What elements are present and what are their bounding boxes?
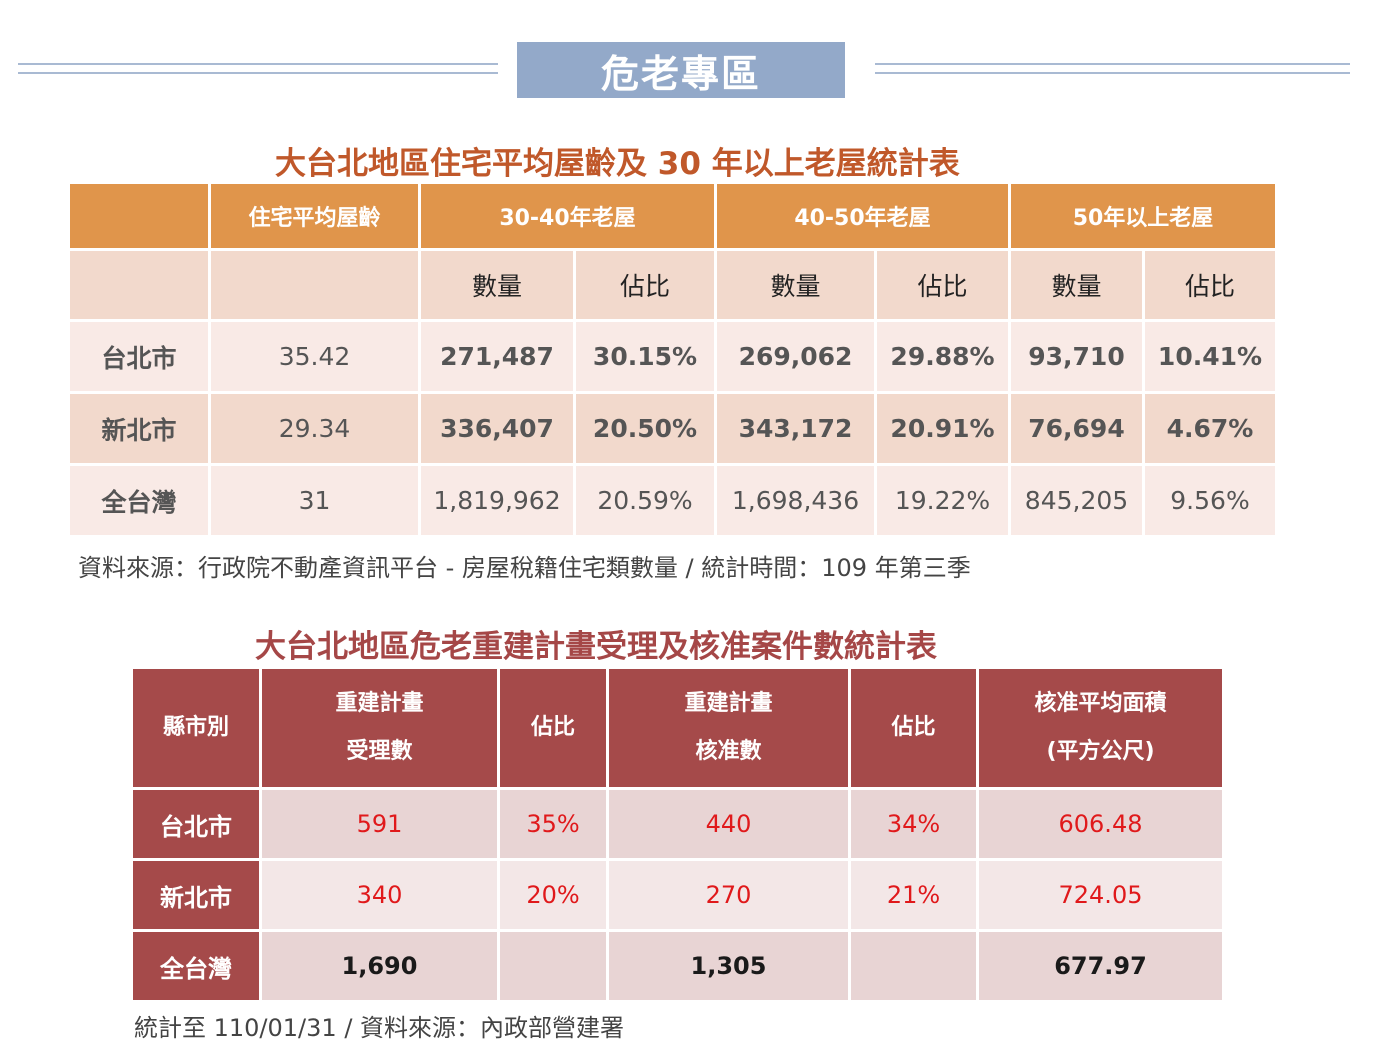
cell-accept: 591 xyxy=(259,787,500,861)
row-label: 台北市 xyxy=(67,319,211,394)
header-accept-line2: 受理數 xyxy=(346,739,413,764)
header-approve-line1: 重建計畫 xyxy=(684,691,773,716)
header-empty xyxy=(67,181,211,251)
cell-count: 271,487 xyxy=(418,319,576,394)
cell-ratio-accept: 20% xyxy=(497,858,609,932)
cell-ratio-approve xyxy=(848,929,979,1003)
cell-approve: 440 xyxy=(606,787,851,861)
cell-ratio-accept: 35% xyxy=(497,787,609,861)
subheader-count: 數量 xyxy=(1008,248,1145,322)
banner-rule-right xyxy=(875,63,1350,74)
subheader-ratio: 佔比 xyxy=(1142,248,1278,322)
row-label: 全台灣 xyxy=(130,929,262,1003)
cell-ratio: 30.15% xyxy=(573,319,717,394)
header-area-line2: (平方公尺) xyxy=(1046,739,1155,764)
cell-ratio: 4.67% xyxy=(1142,391,1278,466)
header-avg-age: 住宅平均屋齡 xyxy=(208,181,421,251)
cell-count: 76,694 xyxy=(1008,391,1145,466)
subheader-ratio: 佔比 xyxy=(573,248,717,322)
subheader-ratio: 佔比 xyxy=(874,248,1011,322)
banner-rule-left xyxy=(18,63,498,74)
table-row: 台北市 35.42 271,487 30.15% 269,062 29.88% … xyxy=(67,319,1278,394)
header-area-line1: 核准平均面積 xyxy=(1034,691,1167,716)
header-ratio-accept: 佔比 xyxy=(497,666,609,790)
cell-accept: 340 xyxy=(259,858,500,932)
table2-title: 大台北地區危老重建計畫受理及核准案件數統計表 xyxy=(255,629,937,665)
cell-count: 336,407 xyxy=(418,391,576,466)
header-approve-line2: 核准數 xyxy=(695,739,762,764)
subheader-count: 數量 xyxy=(418,248,576,322)
cell-ratio-approve: 21% xyxy=(848,858,979,932)
header-30-40: 30-40年老屋 xyxy=(418,181,717,251)
header-accept-line1: 重建計畫 xyxy=(335,691,424,716)
row-label: 全台灣 xyxy=(67,463,211,538)
table1-title: 大台北地區住宅平均屋齡及 30 年以上老屋統計表 xyxy=(275,146,960,182)
cell-avg-age: 29.34 xyxy=(208,391,421,466)
cell-avg-age: 35.42 xyxy=(208,319,421,394)
header-accept: 重建計畫 受理數 xyxy=(259,666,500,790)
cell-ratio: 29.88% xyxy=(874,319,1011,394)
row-label: 新北市 xyxy=(130,858,262,932)
subheader-count: 數量 xyxy=(714,248,877,322)
table2-header-row: 縣市別 重建計畫 受理數 佔比 重建計畫 核准數 佔比 核准平均面積 (平方公尺… xyxy=(130,666,1225,790)
cell-count: 1,698,436 xyxy=(714,463,877,538)
header-approve: 重建計畫 核准數 xyxy=(606,666,851,790)
cell-ratio: 9.56% xyxy=(1142,463,1278,538)
cell-ratio: 20.50% xyxy=(573,391,717,466)
table-row: 新北市 29.34 336,407 20.50% 343,172 20.91% … xyxy=(67,391,1278,466)
table-row: 台北市 591 35% 440 34% 606.48 xyxy=(130,787,1225,861)
subheader-empty xyxy=(67,248,211,322)
cell-ratio: 20.59% xyxy=(573,463,717,538)
header-area: 核准平均面積 (平方公尺) xyxy=(976,666,1225,790)
cell-approve: 270 xyxy=(606,858,851,932)
cell-ratio-approve: 34% xyxy=(848,787,979,861)
cell-ratio-accept xyxy=(497,929,609,1003)
table1-subheader-row: 數量 佔比 數量 佔比 數量 佔比 xyxy=(67,248,1278,322)
row-label: 新北市 xyxy=(67,391,211,466)
cell-count: 93,710 xyxy=(1008,319,1145,394)
header-ratio-approve: 佔比 xyxy=(848,666,979,790)
header-40-50: 40-50年老屋 xyxy=(714,181,1011,251)
table1-source-note: 資料來源：行政院不動產資訊平台 - 房屋稅籍住宅類數量 / 統計時間：109 年… xyxy=(78,554,971,582)
cell-area: 606.48 xyxy=(976,787,1225,861)
table-row: 全台灣 31 1,819,962 20.59% 1,698,436 19.22%… xyxy=(67,463,1278,538)
cell-ratio: 20.91% xyxy=(874,391,1011,466)
subheader-empty xyxy=(208,248,421,322)
section-banner: 危老專區 xyxy=(517,42,845,98)
row-label: 台北市 xyxy=(130,787,262,861)
cell-ratio: 19.22% xyxy=(874,463,1011,538)
cell-count: 269,062 xyxy=(714,319,877,394)
cell-approve: 1,305 xyxy=(606,929,851,1003)
table1-header-row: 住宅平均屋齡 30-40年老屋 40-50年老屋 50年以上老屋 xyxy=(67,181,1278,251)
cell-count: 343,172 xyxy=(714,391,877,466)
rebuild-cases-table: 縣市別 重建計畫 受理數 佔比 重建計畫 核准數 佔比 核准平均面積 (平方公尺… xyxy=(130,666,1225,1003)
cell-avg-age: 31 xyxy=(208,463,421,538)
header-county: 縣市別 xyxy=(130,666,262,790)
table-row: 全台灣 1,690 1,305 677.97 xyxy=(130,929,1225,1003)
old-house-stats-table: 住宅平均屋齡 30-40年老屋 40-50年老屋 50年以上老屋 數量 佔比 數… xyxy=(67,181,1278,538)
table-row: 新北市 340 20% 270 21% 724.05 xyxy=(130,858,1225,932)
cell-accept: 1,690 xyxy=(259,929,500,1003)
table2-source-note: 統計至 110/01/31 / 資料來源：內政部營建署 xyxy=(134,1014,625,1042)
header-50-plus: 50年以上老屋 xyxy=(1008,181,1278,251)
cell-count: 845,205 xyxy=(1008,463,1145,538)
cell-ratio: 10.41% xyxy=(1142,319,1278,394)
cell-count: 1,819,962 xyxy=(418,463,576,538)
cell-area: 677.97 xyxy=(976,929,1225,1003)
cell-area: 724.05 xyxy=(976,858,1225,932)
